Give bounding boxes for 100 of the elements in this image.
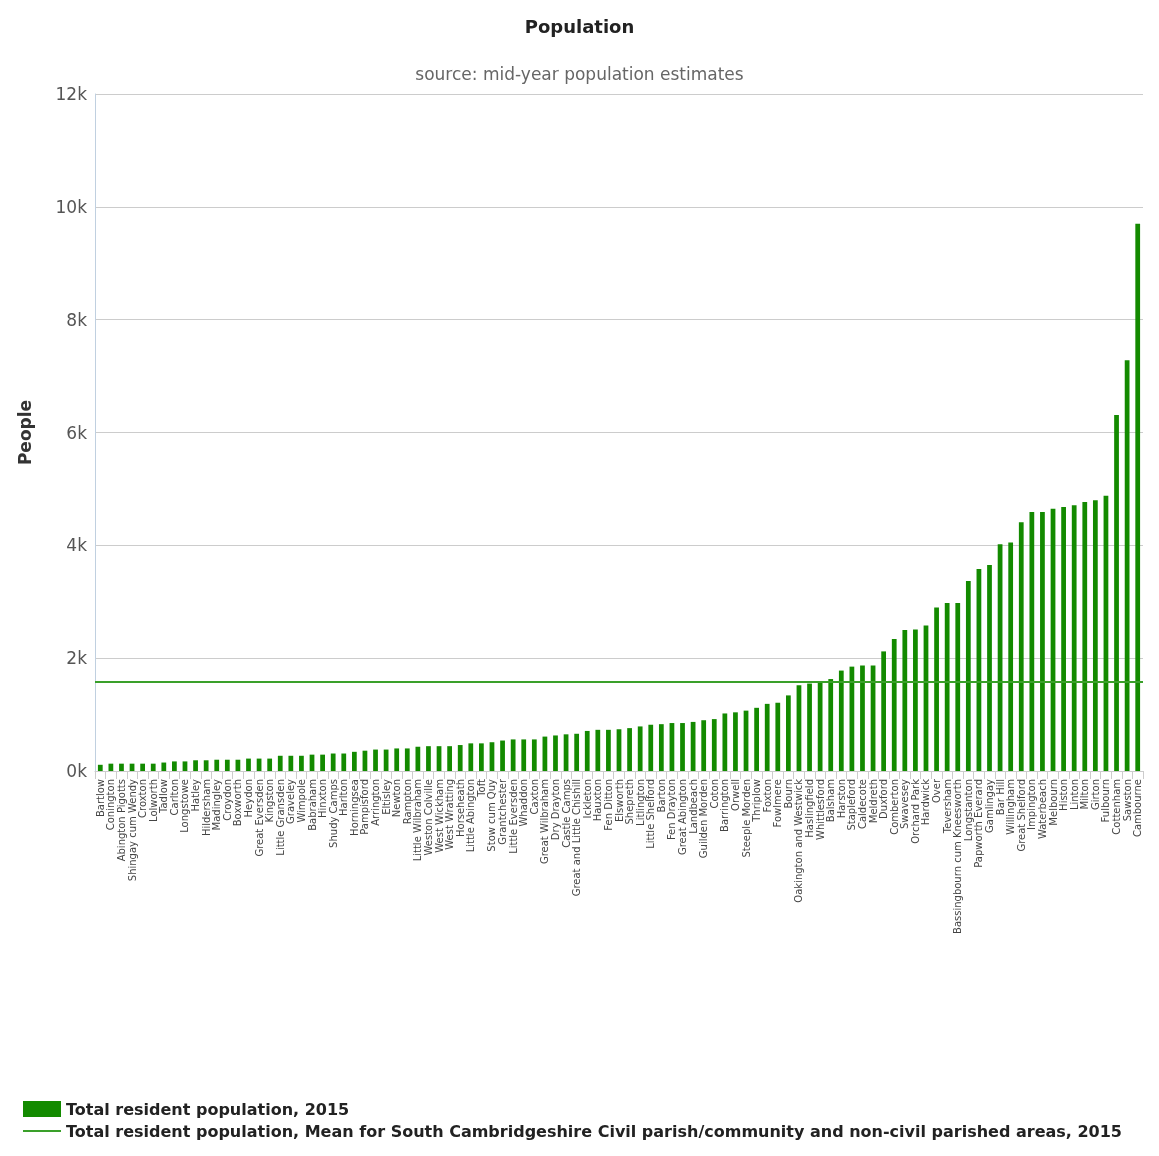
y-tick-label: 4k [66,535,88,556]
bar [468,743,474,771]
x-tick-label: Little Eversden [507,779,519,854]
x-tick-label: West Wickham [433,779,445,853]
bar [1029,512,1035,771]
y-tick-label: 8k [66,309,88,330]
bar [161,762,167,771]
x-tick-label: Coton [708,779,720,809]
bar [860,665,865,771]
bar [521,739,527,771]
bar [680,723,685,771]
x-tick-label: Melbourn [1047,779,1059,826]
bar [785,695,791,771]
x-tick-label: Horseheath [454,779,466,837]
x-tick-label: Shepreth [624,779,636,825]
bar [881,651,887,771]
x-tick-label: Hildersham [200,779,212,837]
x-tick-label: Milton [1079,779,1091,810]
x-tick-label: Great and Little Chishill [571,779,583,897]
x-tick-label: Dry Drayton [549,779,561,841]
x-tick-label: Graveley [285,778,297,824]
bar [1071,505,1077,771]
x-tick-label: Cottenham [1111,779,1123,835]
bar [404,748,410,771]
bar [764,703,770,771]
x-tick-label: Great Abington [677,779,689,856]
x-tick-label: Stapleford [846,779,858,831]
x-tick-label: Arrington [370,779,382,826]
x-tick-label: Hinxton [317,779,329,818]
x-tick-label: Madingley [211,778,223,831]
x-tick-label: Fowlmere [772,779,784,828]
x-tick-label: Whittlesford [814,779,826,840]
x-tick-label: Kingston [264,779,276,823]
y-tick-label: 12k [55,84,88,104]
x-tick-label: Fen Ditton [602,779,614,831]
bar [754,707,759,771]
x-tick-label: Hatley [190,778,202,812]
y-tick-label: 0k [66,761,88,781]
bar [531,739,537,771]
x-tick-label: Duxford [878,779,890,819]
bar [817,681,823,771]
x-tick-label: Steeple Morden [740,779,752,858]
bar [267,758,273,771]
bar [965,580,971,771]
x-tick-label: Toft [475,778,487,798]
x-tick-label: Gamlingay [984,778,996,833]
x-tick-label: Ickleton [581,779,593,819]
bar [775,702,781,771]
x-tick-label: Rampton [401,779,413,825]
x-tick-label: Whaddon [518,779,530,827]
x-tick-label: Conington [105,779,117,831]
bar [1082,501,1088,771]
x-tick-label: Great Shelford [1015,779,1027,852]
bar [595,729,601,771]
bar [934,607,939,771]
bar [701,720,707,771]
x-tick-label: Lolworth [147,779,159,822]
x-tick-label: Impington [1026,779,1038,830]
x-tick-label: Waterbeach [1036,779,1048,840]
bar [1008,542,1014,771]
x-tick-label: Hardwick [920,778,932,826]
x-tick-label: Little Abington [465,779,477,853]
x-tick-label: Stow cum Quy [486,778,498,852]
x-tick-label: Little Shelford [645,779,657,849]
bar [1040,512,1045,771]
x-tick-label: West Wratting [444,779,456,850]
x-tick-label: Fen Drayton [666,779,678,841]
bar [913,629,918,771]
bar [214,759,220,771]
bar [150,763,156,771]
x-tick-label: Orchard Park [909,778,921,844]
x-tick-label: Little Gransden [274,779,286,856]
x-tick-label: Willingham [1005,779,1017,835]
x-tick-label: Comberton [888,779,900,835]
x-tick-label: Newton [391,779,403,818]
bar [987,565,992,771]
bar [299,755,304,771]
x-tick-label: Meldreth [867,779,879,824]
x-tick-label: Bassingbourn cum Kneesworth [952,779,964,934]
bar [193,760,198,771]
bar [1124,360,1130,771]
bar [246,758,251,771]
legend-label: Total resident population, 2015 [66,1099,350,1119]
bar [500,740,505,771]
y-tick-label: 6k [66,422,88,443]
bar [341,753,347,771]
x-tick-label: Thriplow [751,779,763,823]
x-tick-label: Swavesey [899,778,911,830]
bar [733,712,738,771]
bar [510,739,516,771]
x-tick-label: Pampisford [359,779,371,835]
x-tick-label: Litlington [634,779,646,826]
x-tick-label: Barrington [719,779,731,832]
bar [394,748,400,771]
x-tick-label: Longstowe [179,779,191,833]
x-tick-label: Carlton [168,779,180,816]
bar [457,745,463,771]
bar [1135,223,1141,771]
x-tick-label: Balsham [825,779,837,823]
x-tick-label: Hauxton [592,779,604,822]
